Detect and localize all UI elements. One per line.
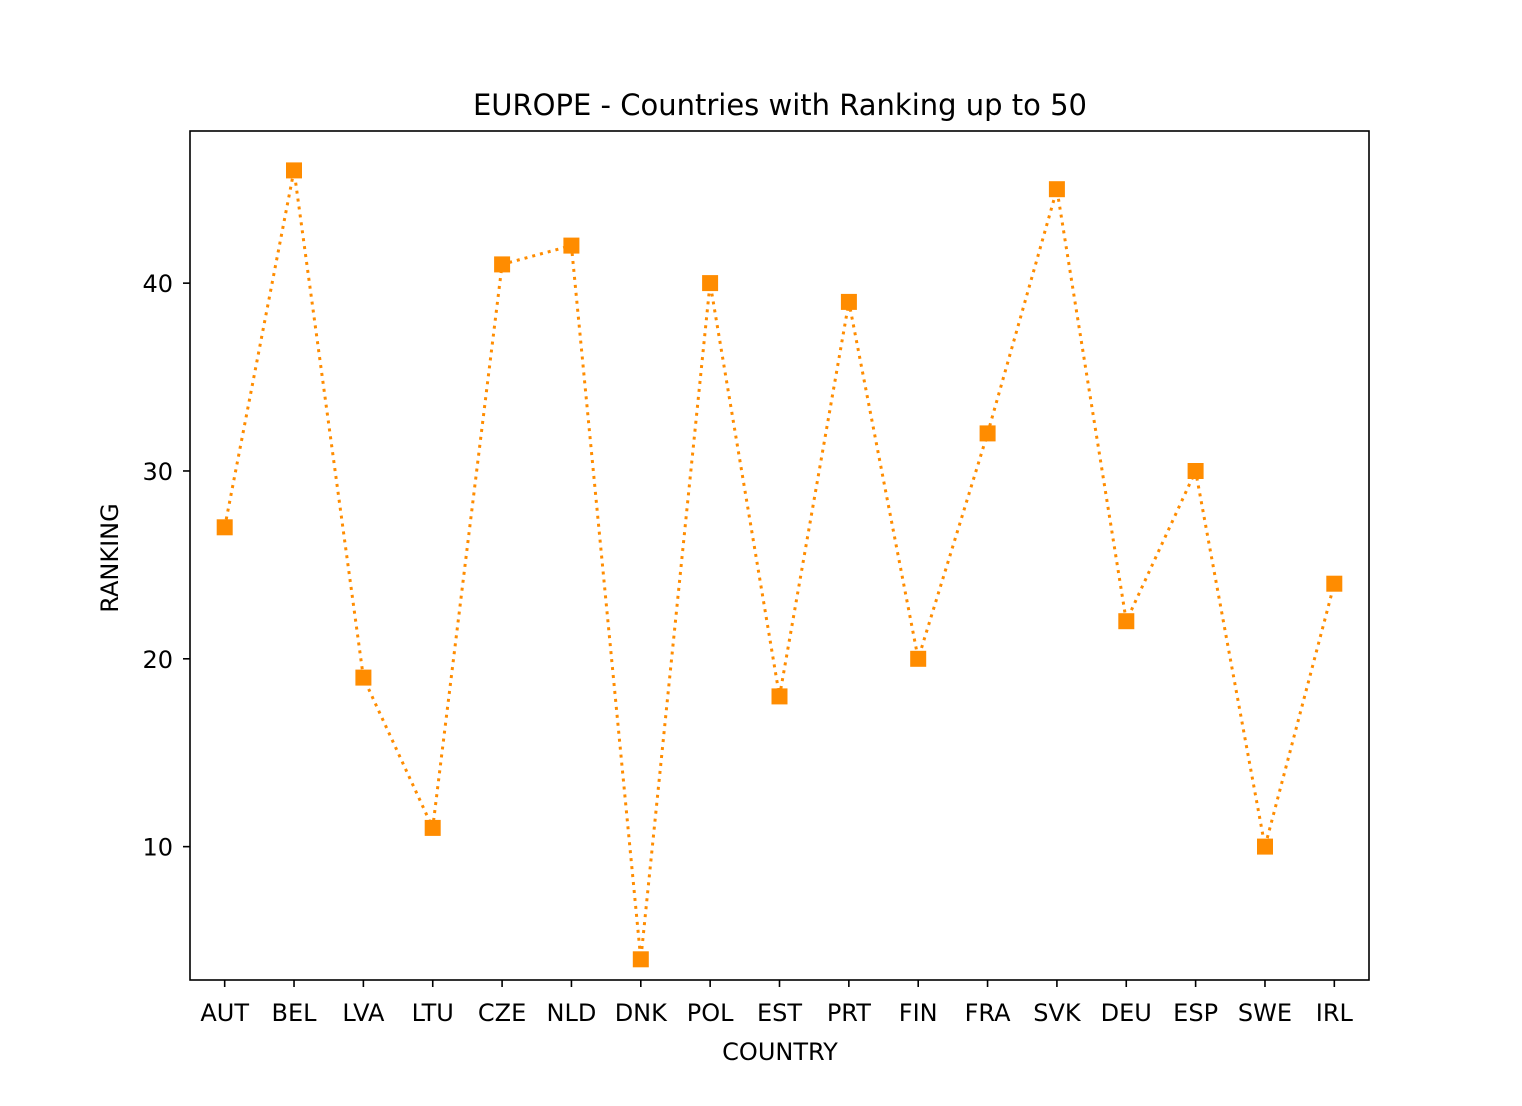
x-tick-label: DNK — [615, 999, 668, 1027]
x-tick-label: LTU — [412, 999, 454, 1027]
x-tick-label: ESP — [1173, 999, 1218, 1027]
y-tick-label: 40 — [142, 270, 173, 298]
x-tick-label: AUT — [200, 999, 249, 1027]
x-axis: AUT BEL LVA LTU CZE NLD DNK POL EST PRT FIN FRA SVK D… — [200, 980, 1354, 1027]
data-point-esp — [1187, 463, 1204, 479]
data-point-deu — [1118, 613, 1135, 630]
x-tick-label: POL — [687, 999, 734, 1027]
x-tick-label: LVA — [342, 999, 385, 1027]
y-tick-label: 10 — [142, 834, 173, 862]
data-point-nld — [563, 237, 580, 254]
data-point-dnk — [632, 951, 649, 968]
data-point-lva — [355, 669, 372, 686]
x-tick-label: PRT — [827, 999, 871, 1027]
y-axis-title: RANKING — [96, 503, 124, 612]
data-point-fra — [979, 425, 996, 442]
x-tick-label: IRL — [1316, 999, 1354, 1027]
x-tick-label: DEU — [1101, 999, 1152, 1027]
data-point-aut — [216, 519, 233, 536]
chart-title: EUROPE - Countries with Ranking up to 50 — [473, 88, 1087, 122]
x-tick-label: EST — [757, 999, 802, 1027]
data-point-prt — [840, 293, 857, 310]
data-point-swe — [1257, 838, 1273, 855]
data-point-irl — [1326, 575, 1343, 592]
data-point-svk — [1048, 181, 1065, 198]
x-tick-label: SVK — [1033, 999, 1082, 1027]
x-tick-label: FIN — [899, 999, 938, 1027]
x-axis-title: COUNTRY — [722, 1038, 838, 1066]
plot-area — [216, 162, 1343, 968]
x-tick-label: FRA — [965, 999, 1012, 1027]
y-tick-label: 30 — [142, 458, 173, 486]
data-point-fin — [910, 650, 927, 667]
y-axis: 10 20 30 40 — [142, 270, 190, 862]
x-tick-label: SWE — [1238, 999, 1292, 1027]
data-point-pol — [702, 275, 719, 292]
data-point-est — [771, 688, 788, 705]
x-tick-label: CZE — [478, 999, 526, 1027]
data-point-cze — [494, 256, 511, 273]
x-tick-label: BEL — [272, 999, 318, 1027]
data-point-ltu — [424, 819, 441, 836]
y-tick-label: 20 — [142, 646, 173, 674]
x-tick-label: NLD — [547, 999, 597, 1027]
data-point-bel — [286, 162, 302, 179]
